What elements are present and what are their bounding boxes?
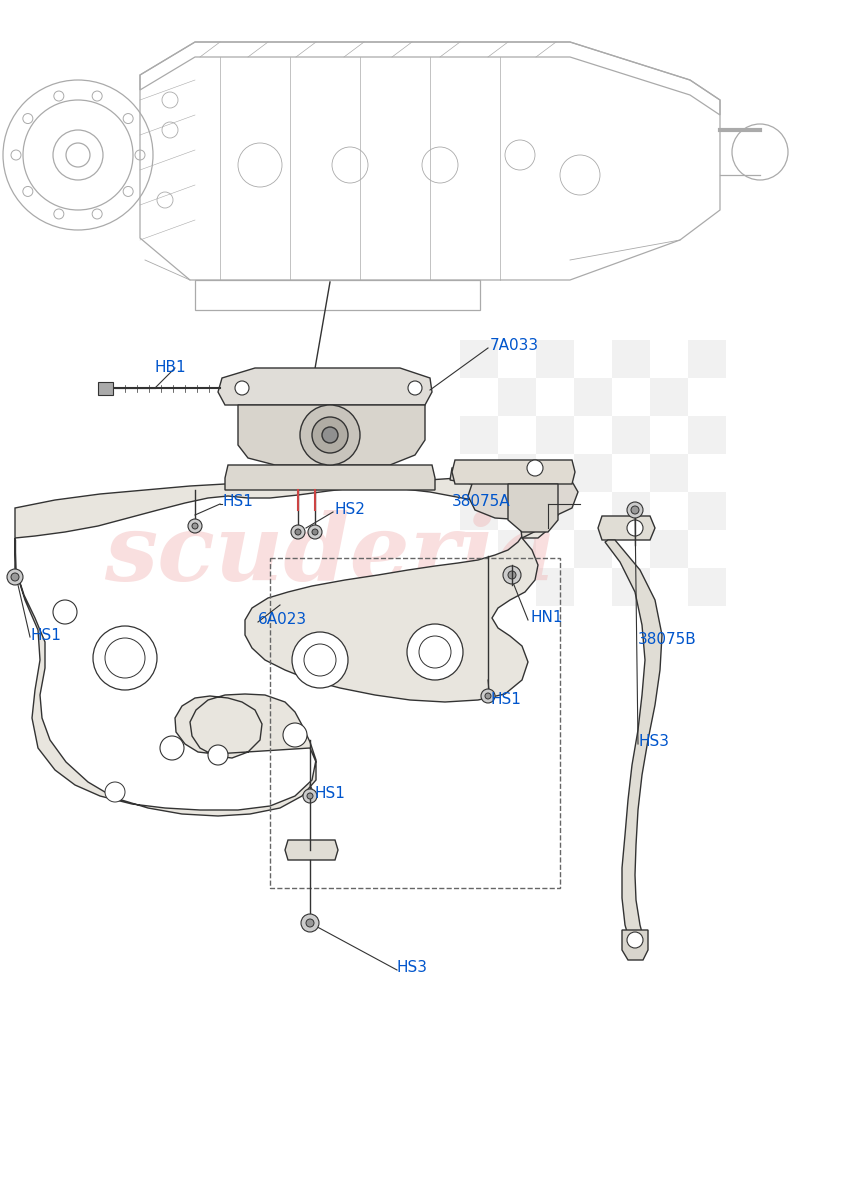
Polygon shape [15,538,316,816]
Text: 6A023: 6A023 [258,612,307,628]
Bar [536,568,574,606]
Bar [460,568,498,606]
Circle shape [627,520,643,536]
Circle shape [295,529,301,535]
Polygon shape [450,468,578,520]
Text: a: a [357,604,383,646]
Polygon shape [508,482,560,538]
Circle shape [627,502,643,518]
Polygon shape [622,930,648,960]
Bar [612,492,650,530]
Circle shape [527,460,543,476]
Circle shape [312,529,318,535]
Text: HS3: HS3 [397,960,428,976]
Circle shape [105,782,125,802]
Text: scuderia: scuderia [104,510,556,600]
Circle shape [627,932,643,948]
Polygon shape [598,516,655,540]
Bar [270,558,560,888]
Bar [574,454,612,492]
Bar [688,568,726,606]
Polygon shape [98,382,113,395]
Circle shape [301,914,319,932]
Circle shape [408,382,422,395]
Bar [688,416,726,454]
Polygon shape [15,478,558,702]
Circle shape [508,571,516,578]
Bar [460,416,498,454]
Circle shape [192,523,198,529]
Bar [650,378,688,416]
Text: 7A033: 7A033 [490,337,539,353]
Text: 38075A: 38075A [452,494,511,510]
Bar [460,340,498,378]
Polygon shape [238,404,425,464]
Bar [612,416,650,454]
Text: HN1: HN1 [530,611,563,625]
Circle shape [292,632,348,688]
Text: HS1: HS1 [490,692,521,708]
Bar [498,454,536,492]
Polygon shape [225,464,435,490]
Circle shape [631,506,639,514]
Circle shape [308,526,322,539]
Circle shape [407,624,463,680]
Circle shape [485,692,491,698]
Bar [688,340,726,378]
Circle shape [322,427,338,443]
Circle shape [306,919,314,926]
Circle shape [307,793,313,799]
Text: 38075B: 38075B [638,632,697,648]
Circle shape [291,526,305,539]
Bar [460,492,498,530]
Bar [498,378,536,416]
Circle shape [53,600,77,624]
Polygon shape [605,540,662,942]
Circle shape [300,404,360,464]
Polygon shape [218,368,432,404]
Polygon shape [285,840,338,860]
Bar [612,568,650,606]
Bar [536,340,574,378]
Circle shape [188,518,202,533]
Bar [574,530,612,568]
Bar [574,378,612,416]
Circle shape [93,626,157,690]
Text: HS1: HS1 [315,786,346,800]
Bar [536,492,574,530]
Bar [498,530,536,568]
Circle shape [235,382,249,395]
Circle shape [160,736,184,760]
Bar [612,340,650,378]
Polygon shape [508,484,558,532]
Text: HS3: HS3 [638,734,669,750]
Circle shape [503,566,521,584]
Bar [536,416,574,454]
Circle shape [283,722,307,746]
Circle shape [303,790,317,803]
Circle shape [208,745,228,766]
Circle shape [312,416,348,452]
Text: HB1: HB1 [155,360,187,376]
Bar [650,530,688,568]
Circle shape [7,569,23,584]
Bar [650,454,688,492]
Text: HS1: HS1 [222,494,253,510]
Polygon shape [452,460,575,484]
Text: HS1: HS1 [30,628,61,642]
Bar [688,492,726,530]
Text: HS2: HS2 [335,503,366,517]
Circle shape [11,572,19,581]
Circle shape [481,689,495,703]
